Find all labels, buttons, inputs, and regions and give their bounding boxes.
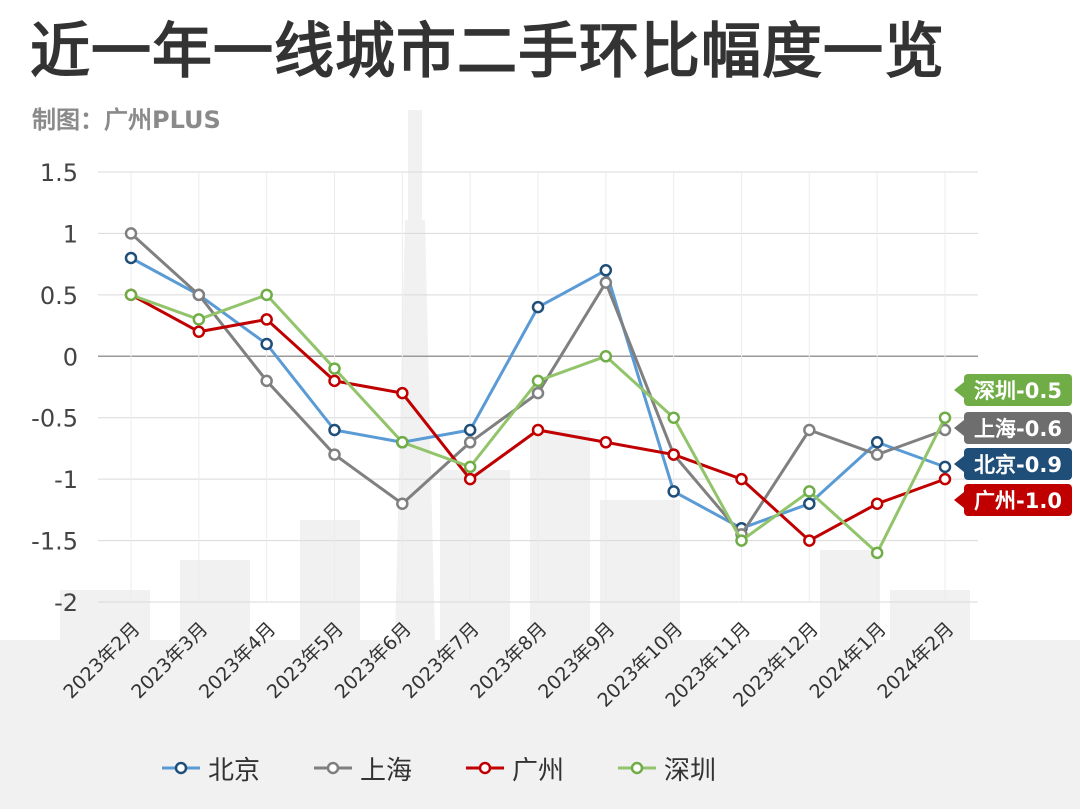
- legend-item-3: 深圳: [616, 750, 716, 787]
- series-point-2: [667, 448, 680, 461]
- legend-swatch-icon: [466, 761, 505, 775]
- end-label-text: 广州-1.0: [974, 489, 1062, 513]
- series-point-2: [260, 313, 273, 326]
- series-point-1: [260, 374, 273, 388]
- end-label-box: [964, 448, 1072, 480]
- series-group: [124, 227, 952, 560]
- y-tick-label: 1: [63, 220, 78, 248]
- end-label-pointer: [954, 420, 964, 436]
- legend-label: 深圳: [664, 755, 717, 786]
- series-point-3: [260, 288, 273, 302]
- series-point-0: [870, 436, 884, 449]
- legend-swatch-icon: [618, 761, 657, 775]
- legend-label: 广州: [512, 755, 565, 786]
- series-point-3: [124, 288, 138, 302]
- series-point-2: [531, 423, 545, 437]
- series-point-0: [328, 423, 341, 437]
- series-point-3: [531, 374, 545, 388]
- series-point-0: [260, 337, 273, 351]
- series-point-3: [803, 485, 816, 498]
- legend: 北京 上海 广州 深圳: [160, 748, 768, 788]
- end-label-box: [964, 484, 1072, 516]
- y-tick-label: 1.5: [40, 159, 78, 187]
- end-label-text: 上海-0.6: [974, 417, 1062, 441]
- end-label-box: [964, 412, 1072, 444]
- series-point-0: [599, 264, 613, 277]
- series-point-0: [667, 485, 680, 498]
- series-point-2: [870, 497, 884, 510]
- y-tick-label: -0.5: [31, 405, 78, 433]
- series-point-3: [192, 313, 206, 326]
- series-point-2: [599, 436, 613, 449]
- series-point-0: [531, 300, 545, 314]
- series-point-3: [328, 362, 341, 375]
- series-point-1: [531, 386, 545, 400]
- end-label-text: 深圳-0.5: [974, 379, 1062, 403]
- series-point-2: [396, 386, 409, 400]
- end-label-pointer: [954, 456, 964, 472]
- series-point-1: [192, 288, 206, 302]
- y-tick-label: 0: [63, 343, 78, 371]
- series-point-3: [735, 534, 748, 547]
- end-label-pointer: [954, 492, 964, 508]
- series-point-3: [599, 350, 613, 363]
- series-point-2: [463, 472, 477, 486]
- series-point-2: [735, 472, 748, 486]
- series-point-1: [124, 227, 138, 240]
- series-point-1: [870, 448, 884, 461]
- series-point-2: [803, 534, 816, 547]
- series-point-3: [667, 411, 680, 424]
- end-label-pointer: [954, 382, 964, 398]
- series-point-0: [463, 423, 477, 437]
- series-point-0: [938, 460, 952, 474]
- series-point-3: [396, 436, 409, 449]
- legend-swatch-icon: [162, 761, 200, 775]
- series-point-3: [870, 546, 884, 560]
- legend-item-1: 上海: [312, 750, 412, 787]
- y-axis: 1.5 1 0.5 0 -0.5 -1 -1.5 -2: [31, 159, 78, 617]
- y-tick-label: -2: [54, 589, 78, 617]
- series-point-1: [803, 423, 816, 437]
- legend-item-2: 广州: [464, 750, 564, 787]
- page-title: 近一年一线城市二手环比幅度一览: [30, 17, 945, 87]
- series-point-2: [192, 325, 206, 338]
- legend-swatch-icon: [314, 761, 353, 775]
- x-axis: 2023年2月2023年3月2023年4月2023年5月2023年6月2023年…: [59, 618, 958, 712]
- legend-label: 上海: [360, 755, 413, 786]
- end-label-text: 北京-0.9: [974, 453, 1062, 477]
- end-label-box: [964, 374, 1072, 406]
- series-point-0: [803, 497, 816, 510]
- y-tick-label: -1: [54, 466, 78, 494]
- series-point-1: [599, 276, 613, 289]
- series-point-3: [463, 460, 477, 474]
- series-point-1: [396, 497, 409, 510]
- series-point-0: [124, 251, 138, 265]
- end-labels: 深圳-0.5 上海-0.6 北京-0.9 广州-1.0: [954, 374, 1072, 516]
- series-point-2: [328, 374, 341, 388]
- legend-item-0: 北京: [160, 750, 260, 787]
- y-tick-label: 0.5: [40, 282, 78, 310]
- chart-credit: 制图：广州PLUS: [32, 106, 221, 134]
- legend-label: 北京: [208, 755, 261, 786]
- series-point-1: [463, 436, 477, 449]
- y-tick-label: -1.5: [31, 528, 78, 556]
- series-point-2: [938, 472, 952, 486]
- series-point-1: [328, 448, 341, 461]
- series-point-3: [938, 411, 952, 424]
